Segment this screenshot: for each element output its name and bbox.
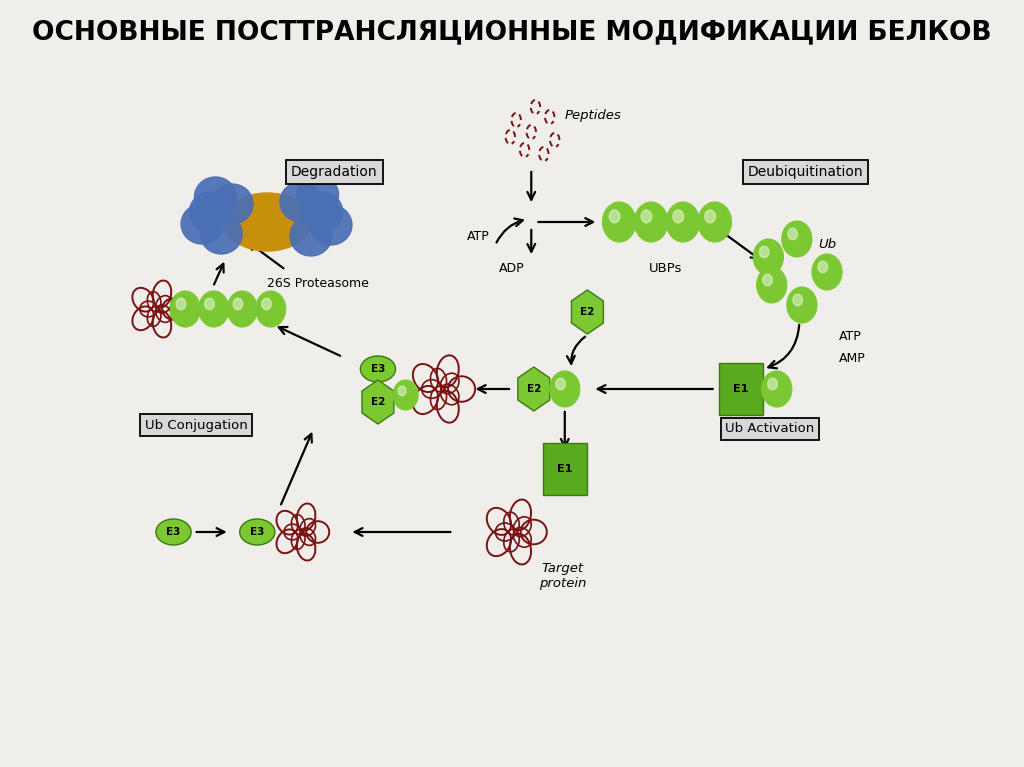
Circle shape [763, 274, 772, 286]
Text: E3: E3 [166, 527, 180, 537]
Circle shape [609, 210, 620, 222]
Ellipse shape [223, 193, 311, 251]
Circle shape [768, 378, 777, 390]
Circle shape [667, 202, 699, 242]
Ellipse shape [195, 177, 237, 217]
Circle shape [760, 246, 769, 258]
Circle shape [556, 378, 565, 390]
FancyBboxPatch shape [543, 443, 587, 495]
Circle shape [641, 210, 651, 222]
Text: Ub Activation: Ub Activation [725, 423, 815, 436]
Ellipse shape [290, 216, 332, 256]
Circle shape [754, 239, 783, 275]
Text: 26S Proteasome: 26S Proteasome [266, 277, 369, 290]
Text: AMP: AMP [839, 353, 865, 366]
Circle shape [170, 291, 201, 327]
Circle shape [634, 202, 668, 242]
Text: E3: E3 [250, 527, 264, 537]
Text: E2: E2 [371, 397, 385, 407]
Circle shape [233, 298, 243, 310]
Ellipse shape [181, 204, 223, 244]
Circle shape [398, 386, 407, 396]
Ellipse shape [156, 519, 191, 545]
Circle shape [762, 371, 792, 407]
Text: E3: E3 [371, 364, 385, 374]
Ellipse shape [297, 175, 339, 215]
FancyBboxPatch shape [719, 363, 763, 415]
Ellipse shape [201, 214, 243, 254]
Circle shape [227, 291, 257, 327]
Circle shape [812, 254, 842, 290]
Text: Deubiquitination: Deubiquitination [748, 165, 863, 179]
Ellipse shape [189, 192, 231, 232]
Text: UBPs: UBPs [648, 262, 682, 275]
Circle shape [176, 298, 185, 310]
Circle shape [781, 221, 812, 257]
Circle shape [262, 298, 271, 310]
Ellipse shape [301, 192, 343, 232]
Circle shape [602, 202, 636, 242]
Circle shape [786, 287, 817, 323]
Text: ATP: ATP [839, 331, 861, 344]
Text: Degradation: Degradation [291, 165, 378, 179]
Circle shape [705, 210, 716, 222]
Ellipse shape [280, 182, 322, 222]
Ellipse shape [310, 205, 352, 245]
Ellipse shape [360, 356, 395, 382]
Circle shape [698, 202, 731, 242]
Circle shape [550, 371, 580, 407]
Circle shape [787, 229, 798, 240]
Text: E2: E2 [526, 384, 541, 394]
Text: Peptides: Peptides [565, 108, 622, 121]
Circle shape [757, 267, 786, 303]
Circle shape [818, 262, 827, 273]
Text: Target
protein: Target protein [539, 562, 586, 590]
Text: ADP: ADP [499, 262, 525, 275]
Text: E1: E1 [733, 384, 749, 394]
Circle shape [673, 210, 684, 222]
Circle shape [199, 291, 228, 327]
Circle shape [393, 380, 418, 410]
Text: ОСНОВНЫЕ ПОСТТРАНСЛЯЦИОННЫЕ МОДИФИКАЦИИ БЕЛКОВ: ОСНОВНЫЕ ПОСТТРАНСЛЯЦИОННЫЕ МОДИФИКАЦИИ … [32, 19, 992, 45]
Text: E2: E2 [581, 307, 595, 317]
Text: Ub: Ub [818, 239, 837, 252]
Ellipse shape [240, 519, 274, 545]
Text: E1: E1 [557, 464, 572, 474]
Circle shape [256, 291, 286, 327]
Circle shape [205, 298, 214, 310]
Ellipse shape [211, 184, 253, 224]
Text: Ub Conjugation: Ub Conjugation [144, 419, 248, 432]
Text: ATP: ATP [467, 231, 489, 243]
Circle shape [793, 295, 803, 306]
